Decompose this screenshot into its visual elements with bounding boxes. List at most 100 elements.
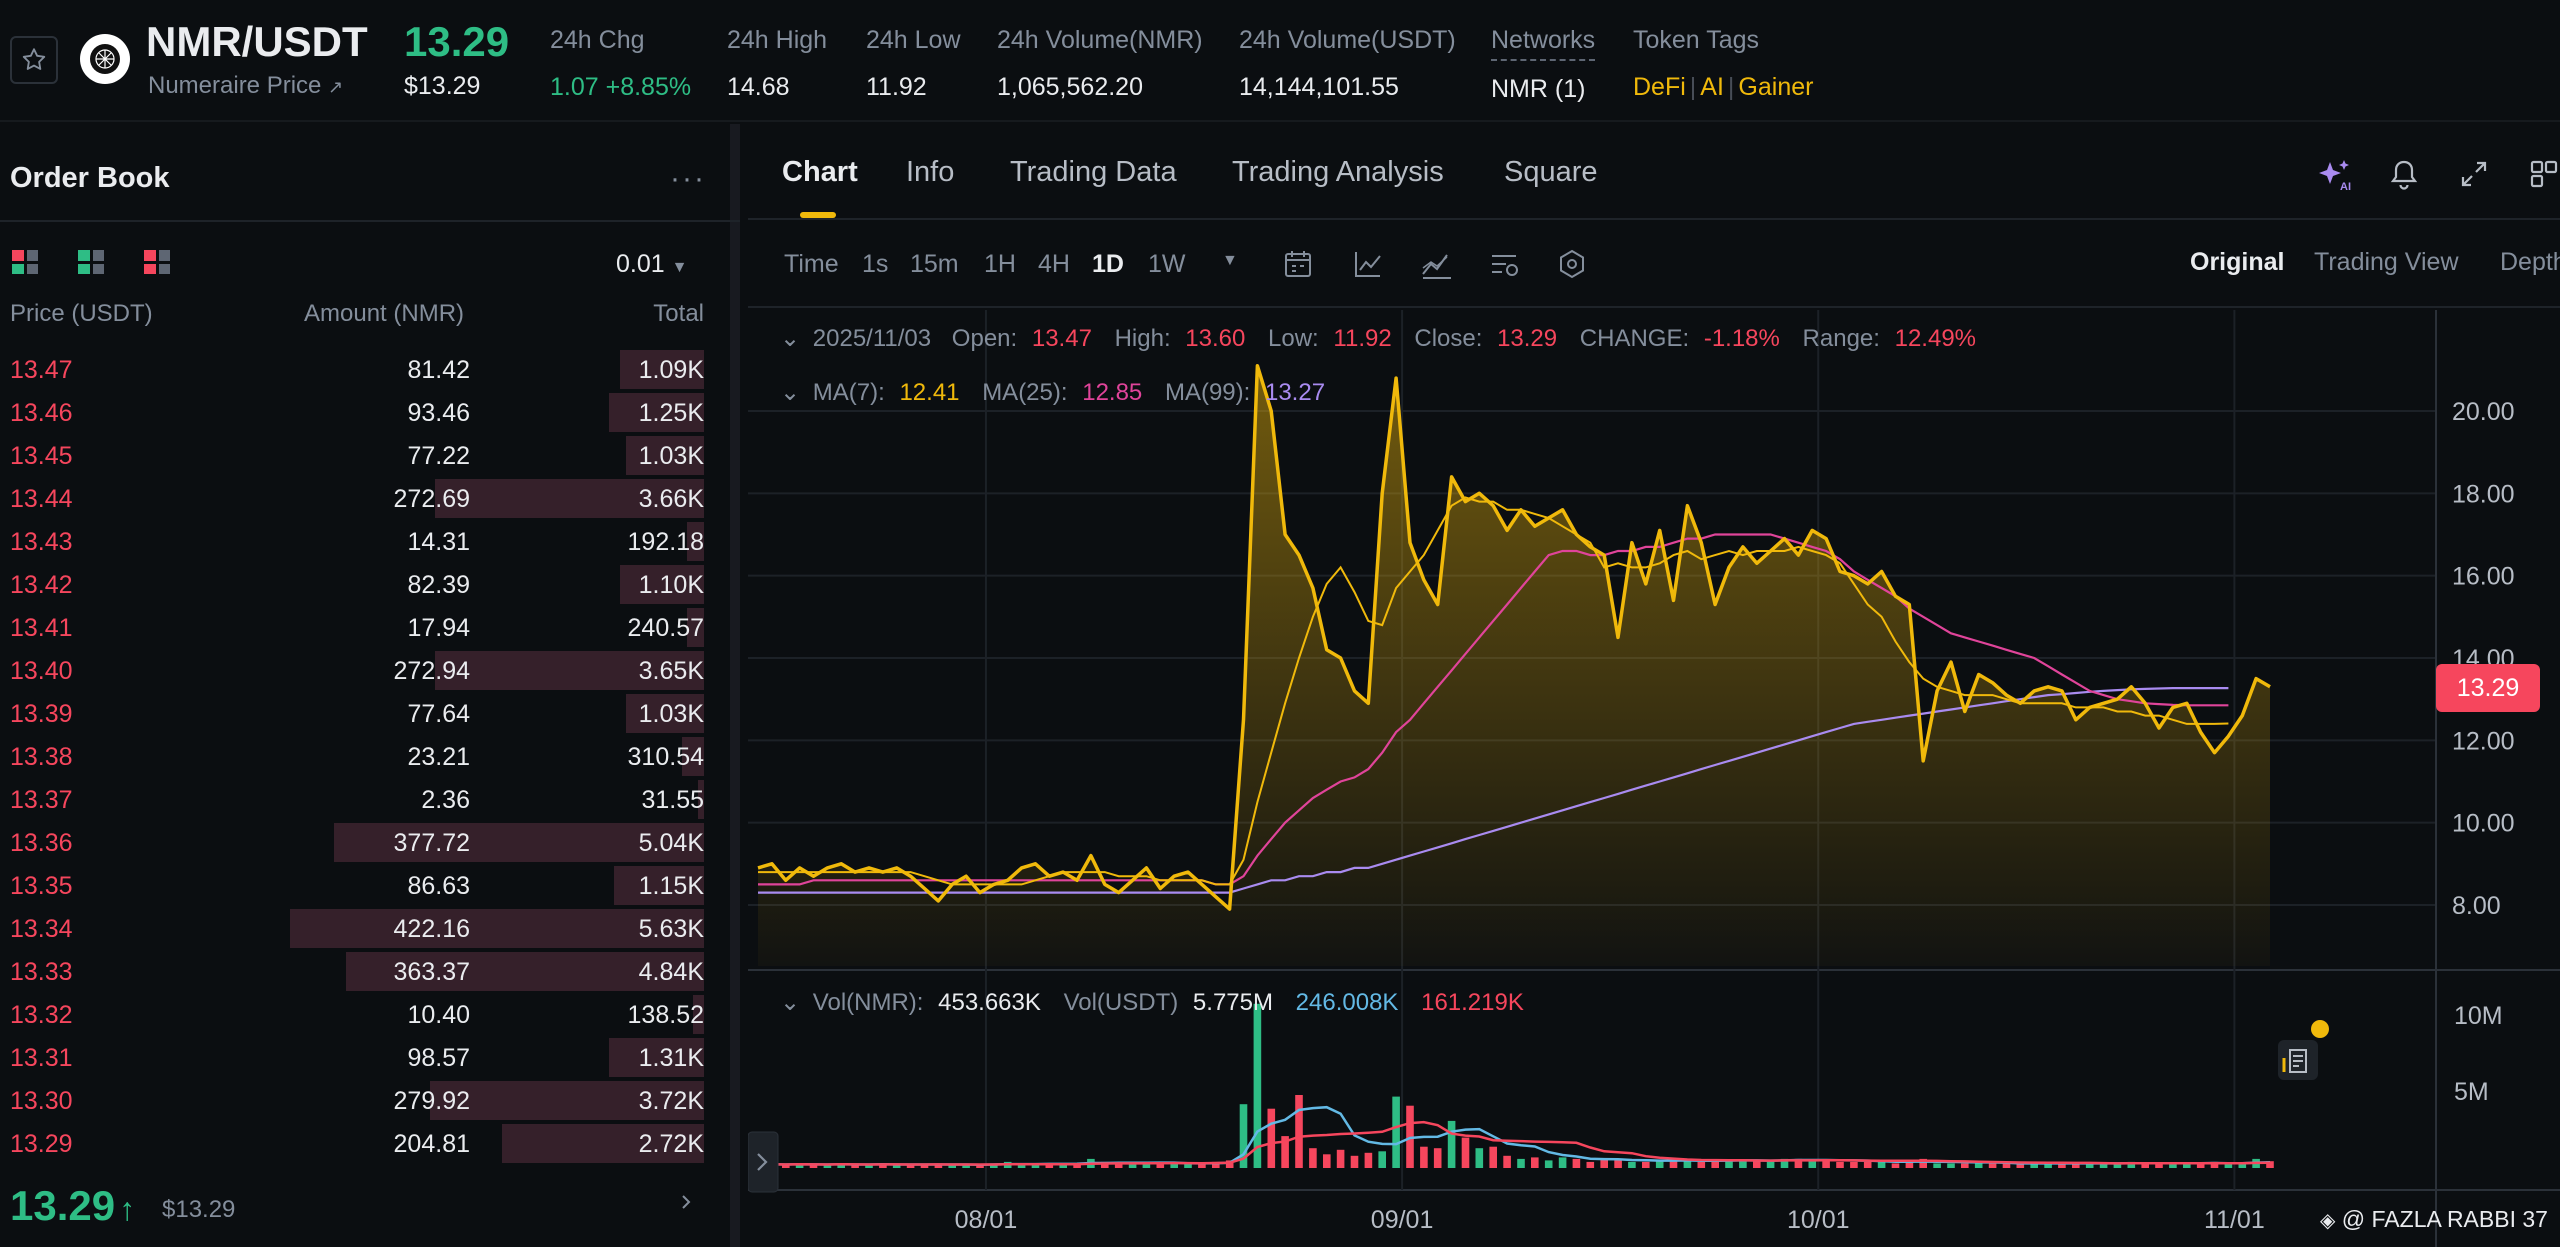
view-both-icon[interactable] <box>12 250 38 274</box>
ai-sparkle-icon[interactable]: AI <box>2316 158 2356 199</box>
ask-row[interactable]: 13.30 279.92 3.72K <box>0 1079 740 1122</box>
ask-row[interactable]: 13.45 77.22 1.03K <box>0 434 740 477</box>
ask-amount: 279.92 <box>393 1087 470 1115</box>
favorite-button[interactable] <box>10 36 58 84</box>
ask-row[interactable]: 13.35 86.63 1.15K <box>0 864 740 907</box>
volume-bar <box>1655 1160 1664 1168</box>
timeframe-1d[interactable]: 1D <box>1092 250 1124 278</box>
volume-bar <box>1753 1160 1761 1168</box>
depth-bar <box>290 909 704 948</box>
timeframe-more-caret-icon[interactable]: ▼ <box>1222 252 1238 269</box>
volume-bar <box>1101 1161 1109 1168</box>
volume-bar <box>1850 1161 1858 1168</box>
layout-grid-icon[interactable] <box>2528 158 2560 195</box>
y-tick-label: 16.00 <box>2452 563 2515 591</box>
volume-bar <box>1392 1096 1400 1168</box>
ask-row[interactable]: 13.37 2.36 31.55 <box>0 778 740 821</box>
ask-row[interactable]: 13.31 98.57 1.31K <box>0 1036 740 1079</box>
ask-row[interactable]: 13.29 204.81 2.72K <box>0 1122 740 1165</box>
ask-total: 1.10K <box>638 571 704 599</box>
tab-info[interactable]: Info <box>906 156 955 188</box>
timeframe-4h[interactable]: 4H <box>1038 250 1070 278</box>
ask-price: 13.31 <box>10 1044 73 1072</box>
view-bids-icon[interactable] <box>78 250 104 274</box>
view-trading-view[interactable]: Trading View <box>2314 248 2459 276</box>
ask-row[interactable]: 13.34 422.16 5.63K <box>0 907 740 950</box>
more-options-icon[interactable]: ··· <box>670 162 706 195</box>
ask-row[interactable]: 13.40 272.94 3.65K <box>0 649 740 692</box>
volume-bar <box>1669 1158 1678 1168</box>
ask-price: 13.41 <box>10 614 73 642</box>
tab-trading-data[interactable]: Trading Data <box>1010 156 1177 188</box>
ask-total: 1.03K <box>638 700 704 728</box>
ohlc-close: 13.29 <box>1497 325 1558 352</box>
chart-settings-icon[interactable] <box>1488 248 1522 285</box>
ask-price: 13.44 <box>10 485 73 513</box>
volume-bar <box>809 1165 818 1168</box>
order-book-last-price: 13.29 ↑ <box>10 1182 135 1230</box>
volume-bar <box>1642 1161 1650 1168</box>
view-original[interactable]: Original <box>2190 248 2285 276</box>
timeframe-1h[interactable]: 1H <box>984 250 1016 278</box>
ask-row[interactable]: 13.41 17.94 240.57 <box>0 606 740 649</box>
ask-row[interactable]: 13.43 14.31 192.18 <box>0 520 740 563</box>
timeframe-1s[interactable]: 1s <box>862 250 889 278</box>
ask-total: 3.65K <box>638 657 704 685</box>
calendar-icon[interactable] <box>1282 248 1314 285</box>
volume-bar <box>1212 1161 1220 1168</box>
tab-square[interactable]: Square <box>1504 156 1598 188</box>
tab-chart[interactable]: Chart <box>782 156 858 188</box>
collapse-caret-icon[interactable]: ⌄ <box>780 379 801 406</box>
ask-total: 240.57 <box>627 614 704 642</box>
timeframe-time[interactable]: Time <box>784 250 839 278</box>
fullscreen-icon[interactable] <box>2458 158 2490 195</box>
ask-row[interactable]: 13.39 77.64 1.03K <box>0 692 740 735</box>
ma25-label: MA(25): <box>982 379 1068 406</box>
ask-row[interactable]: 13.33 363.37 4.84K <box>0 950 740 993</box>
stat-label: Networks <box>1491 26 1596 61</box>
notes-icon[interactable] <box>2278 1040 2318 1080</box>
ask-amount: 86.63 <box>407 872 470 900</box>
volume-bar <box>851 1165 859 1168</box>
depth-bar <box>346 952 704 991</box>
chevron-right-icon[interactable] <box>676 1192 696 1217</box>
volume-bar <box>1295 1095 1303 1168</box>
ask-total: 138.52 <box>627 1001 704 1029</box>
view-asks-icon[interactable] <box>144 250 170 274</box>
timeframe-15m[interactable]: 15m <box>910 250 959 278</box>
collapse-caret-icon[interactable]: ⌄ <box>780 989 801 1016</box>
ask-price: 13.42 <box>10 571 73 599</box>
chart-panel: Chart Info Trading Data Trading Analysis… <box>748 124 2560 1247</box>
line-chart-icon[interactable] <box>1352 248 1384 285</box>
stat-networks[interactable]: Networks NMR (1) <box>1491 26 1596 104</box>
bell-icon[interactable] <box>2388 158 2420 197</box>
ask-row[interactable]: 13.38 23.21 310.54 <box>0 735 740 778</box>
view-depth[interactable]: Depth <box>2500 248 2560 276</box>
ask-row[interactable]: 13.44 272.69 3.66K <box>0 477 740 520</box>
collapse-caret-icon[interactable]: ⌄ <box>780 325 801 352</box>
ohlc-open-label: Open: <box>951 325 1018 352</box>
precision-select[interactable]: 0.01 ▼ <box>616 250 687 279</box>
ask-row[interactable]: 13.46 93.46 1.25K <box>0 391 740 434</box>
tag-gainer[interactable]: Gainer <box>1738 73 1814 101</box>
ask-row[interactable]: 13.36 377.72 5.04K <box>0 821 740 864</box>
ma99-line <box>758 687 2229 894</box>
hexagon-settings-icon[interactable] <box>1556 248 1588 285</box>
ask-row[interactable]: 13.47 81.42 1.09K <box>0 348 740 391</box>
collapse-panel-handle[interactable] <box>748 1131 779 1193</box>
ask-row[interactable]: 13.32 10.40 138.52 <box>0 993 740 1036</box>
indicators-icon[interactable] <box>1420 248 1454 285</box>
tag-ai[interactable]: AI <box>1700 73 1724 101</box>
volume-bar <box>1808 1160 1817 1168</box>
pair-subtitle-link[interactable]: Numeraire Price ↗ <box>148 72 343 100</box>
volume-bar <box>1461 1137 1470 1168</box>
tab-trading-analysis[interactable]: Trading Analysis <box>1232 156 1444 188</box>
volume-bar <box>837 1163 845 1168</box>
depth-bar <box>609 393 704 432</box>
ask-row[interactable]: 13.42 82.39 1.10K <box>0 563 740 606</box>
tag-defi[interactable]: DeFi <box>1633 73 1686 101</box>
timeframe-1w[interactable]: 1W <box>1148 250 1186 278</box>
volume-bar <box>1364 1152 1373 1168</box>
vol-tick-label: 10M <box>2454 1002 2503 1030</box>
